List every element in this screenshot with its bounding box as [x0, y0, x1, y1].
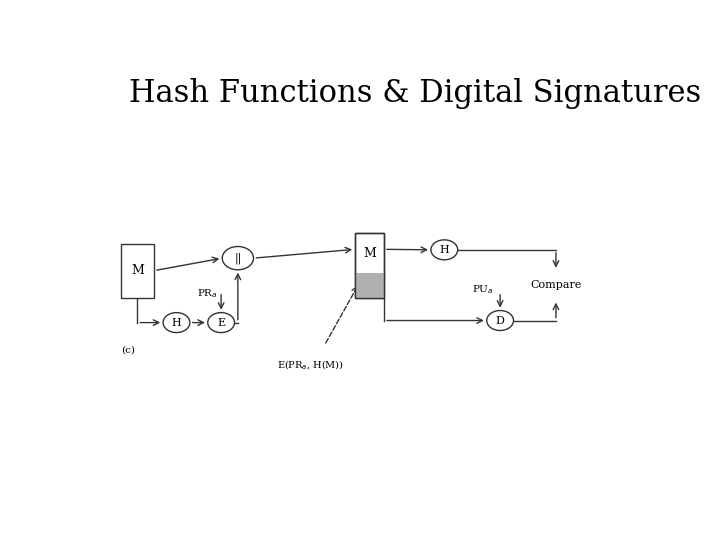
- Bar: [121, 244, 154, 298]
- Text: H: H: [439, 245, 449, 255]
- Circle shape: [487, 310, 513, 330]
- Circle shape: [163, 313, 190, 333]
- Text: Compare: Compare: [530, 280, 582, 290]
- Bar: [355, 233, 384, 298]
- Text: M: M: [363, 247, 376, 260]
- Text: E(PR$_a$, H(M)): E(PR$_a$, H(M)): [277, 358, 344, 372]
- Text: ||: ||: [234, 252, 241, 264]
- Text: PR$_a$: PR$_a$: [197, 287, 217, 300]
- Text: E: E: [217, 318, 225, 328]
- Bar: [355, 233, 384, 298]
- Circle shape: [222, 246, 253, 270]
- Circle shape: [431, 240, 458, 260]
- Bar: [355, 273, 384, 298]
- Text: M: M: [131, 264, 144, 277]
- Text: (c): (c): [121, 345, 135, 354]
- Circle shape: [208, 313, 235, 333]
- Text: H: H: [171, 318, 181, 328]
- Text: PU$_a$: PU$_a$: [472, 283, 495, 295]
- Text: Hash Functions & Digital Signatures: Hash Functions & Digital Signatures: [129, 78, 701, 110]
- Text: D: D: [495, 315, 505, 326]
